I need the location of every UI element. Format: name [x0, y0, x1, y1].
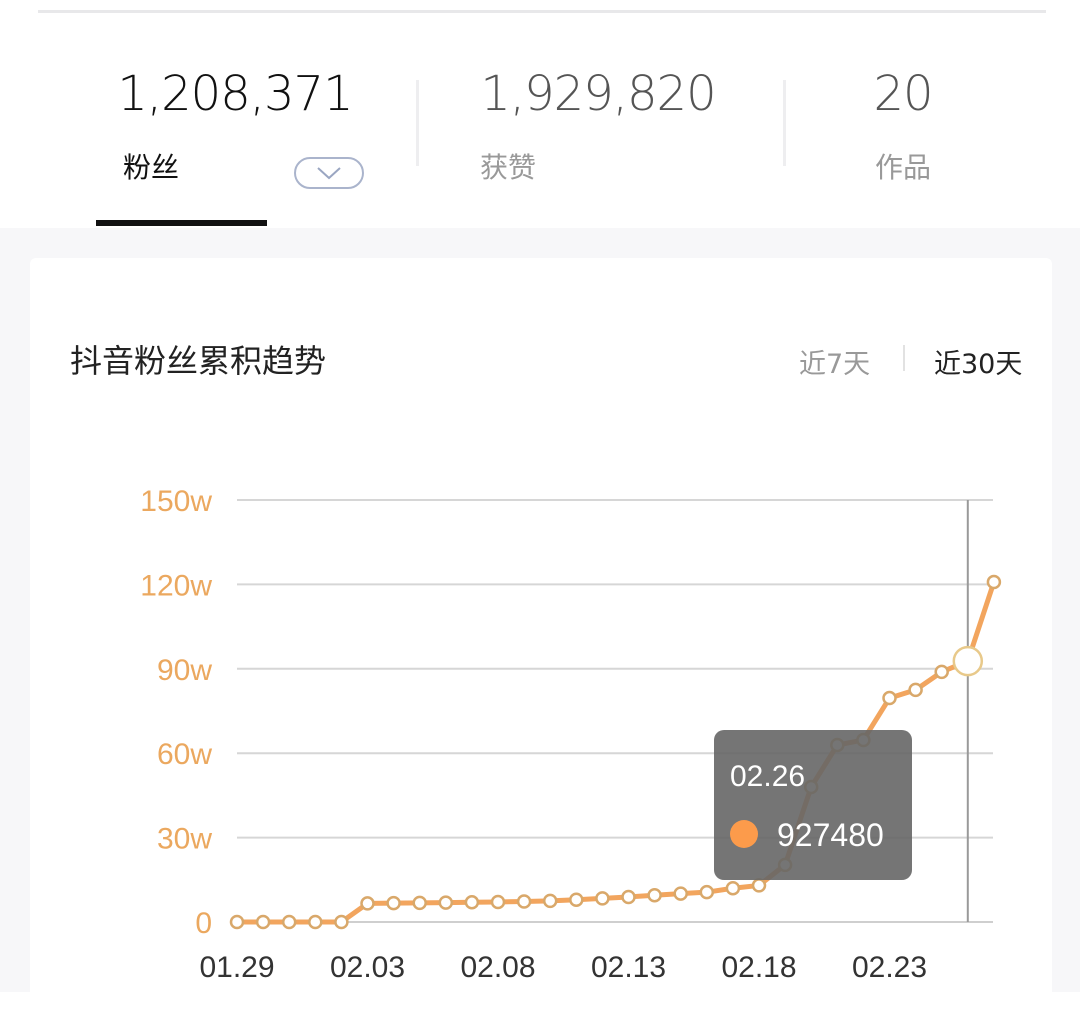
- data-point: [490, 894, 506, 910]
- tooltip-series-dot: [730, 820, 758, 848]
- stat-label: 粉丝: [123, 151, 180, 184]
- line-chart[interactable]: 0 30w 60w 90w 120w 150w 01.29 02.03 02.08 02.13 02…: [0, 0, 1080, 992]
- y-tick-label: 60w: [157, 738, 212, 771]
- data-point: [595, 891, 610, 906]
- stat-separator: [783, 80, 786, 166]
- data-point: [281, 914, 297, 930]
- range-separator: [903, 345, 905, 371]
- data-point: [386, 895, 401, 911]
- data-point: [229, 914, 245, 930]
- y-tick-label: 0: [195, 907, 212, 940]
- data-point: [621, 889, 636, 905]
- data-point: [308, 914, 323, 930]
- stat-separator: [416, 80, 419, 166]
- highlighted-point: [952, 645, 984, 677]
- stat-value: 20: [873, 66, 933, 122]
- x-tick-label: 02.23: [852, 951, 927, 984]
- data-point: [542, 893, 558, 909]
- x-tick-label: 02.18: [721, 951, 796, 984]
- stat-likes[interactable]: 1,929,820 获赞: [468, 62, 728, 186]
- stat-label: 作品: [874, 151, 931, 184]
- data-point: [934, 664, 949, 680]
- data-point: [699, 884, 715, 900]
- chart-title: 抖音粉丝累积趋势: [70, 342, 327, 380]
- data-point: [673, 886, 688, 901]
- stat-value: 1,208,371: [117, 66, 353, 122]
- data-point: [464, 895, 480, 910]
- data-point: [647, 888, 662, 903]
- y-tick-label: 30w: [157, 823, 212, 856]
- top-divider: [38, 10, 1046, 13]
- data-point: [255, 914, 271, 930]
- data-point: [986, 574, 1002, 590]
- tooltip-box: [714, 730, 912, 880]
- x-tick-label: 02.03: [330, 951, 405, 984]
- stat-label: 获赞: [480, 151, 537, 184]
- data-point: [882, 690, 897, 706]
- active-tab-indicator: [96, 220, 267, 226]
- data-point: [751, 878, 767, 893]
- data-point: [360, 896, 375, 911]
- data-point: [569, 892, 584, 908]
- x-tick-label: 02.13: [591, 951, 666, 984]
- y-tick-label: 120w: [140, 569, 212, 602]
- dropdown-button[interactable]: [294, 157, 364, 189]
- stat-value: 1,929,820: [480, 66, 716, 122]
- data-point: [516, 894, 532, 909]
- x-tick-label: 01.29: [199, 951, 274, 984]
- tooltip-date: 02.26: [730, 760, 805, 793]
- range-7-days[interactable]: 近7天: [799, 349, 871, 380]
- range-30-days[interactable]: 近30天: [934, 349, 1023, 380]
- stat-works[interactable]: 20 作品: [803, 62, 1003, 186]
- data-point: [412, 895, 427, 911]
- tooltip-value: 927480: [777, 817, 884, 853]
- y-tick-label: 150w: [140, 485, 212, 518]
- data-point: [908, 682, 923, 698]
- stat-fans[interactable]: 1,208,371 粉丝: [105, 62, 365, 186]
- data-point: [438, 895, 454, 910]
- data-point: [725, 880, 741, 896]
- chart-card: [30, 258, 1052, 1018]
- chevron-down-icon: [317, 167, 341, 180]
- data-point: [334, 914, 349, 930]
- y-tick-label: 90w: [157, 654, 212, 687]
- x-tick-label: 02.08: [460, 951, 535, 984]
